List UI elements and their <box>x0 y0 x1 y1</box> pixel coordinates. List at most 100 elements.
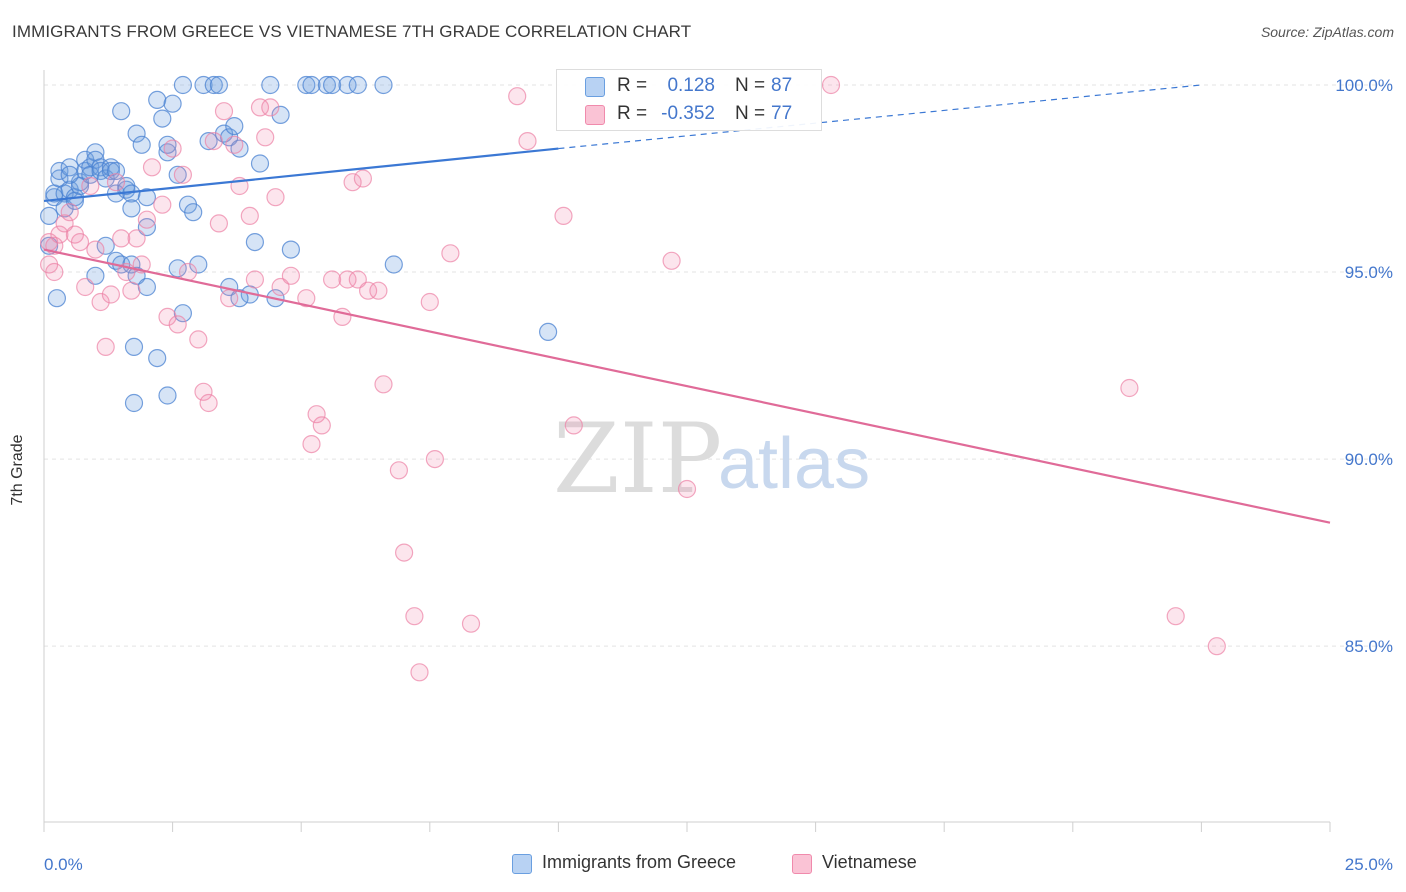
greece-point <box>127 124 146 143</box>
greece-point <box>271 105 290 125</box>
grid-lines <box>44 84 1392 647</box>
vietnamese-point <box>168 315 187 334</box>
greece-point <box>204 75 223 95</box>
y-tick-label: 95.0% <box>1345 263 1393 282</box>
legend-swatch-vietnamese <box>585 105 605 125</box>
vietnamese-point <box>214 102 234 121</box>
greece-point <box>148 349 167 368</box>
x-tick-label-max: 25.0% <box>1345 855 1393 874</box>
greece-point <box>225 116 244 136</box>
vietnamese-point <box>50 225 69 244</box>
legend-n-label: N = <box>735 103 766 124</box>
series-legend-swatch-vietnamese <box>792 854 812 874</box>
legend-r-label: R = <box>617 75 648 96</box>
legend-row-vietnamese: R = -0.352 N = 77 <box>557 100 821 128</box>
greece-point <box>194 75 213 95</box>
vietnamese-point <box>461 614 481 633</box>
vietnamese-point <box>209 214 228 233</box>
series-legend-label-vietnamese: Vietnamese <box>822 852 917 872</box>
greece-point <box>47 289 67 308</box>
vietnamese-point <box>374 375 393 394</box>
greece-point <box>60 165 79 184</box>
vietnamese-point <box>60 203 79 222</box>
vietnamese-point <box>281 266 300 285</box>
vietnamese-point <box>70 233 90 252</box>
greece-point <box>209 75 228 95</box>
vietnamese-point <box>240 206 259 225</box>
vietnamese-point <box>266 188 285 207</box>
y-tick-label: 100.0% <box>1335 76 1393 95</box>
vietnamese-point <box>91 292 110 312</box>
vietnamese-point <box>297 289 316 308</box>
chart-title: IMMIGRANTS FROM GREECE VS VIETNAMESE 7TH… <box>12 22 692 41</box>
vietnamese-point <box>245 270 264 289</box>
vietnamese-point <box>45 262 64 282</box>
greece-point <box>199 132 218 151</box>
vietnamese-point <box>220 289 239 308</box>
greece-point <box>137 277 156 297</box>
greece-point <box>101 161 121 181</box>
y-tick-label: 85.0% <box>1345 637 1393 656</box>
greece-point <box>158 386 177 405</box>
vietnamese-point <box>158 307 177 326</box>
vietnamese-point <box>395 543 414 562</box>
greece-point <box>348 75 367 95</box>
vietnamese-point <box>1207 637 1226 656</box>
y-tick-label: 90.0% <box>1345 450 1393 469</box>
axes <box>43 70 1331 832</box>
greece-point <box>173 304 192 323</box>
greece-point <box>261 75 280 95</box>
legend-r-label: R = <box>617 103 648 124</box>
vietnamese-point <box>420 292 439 312</box>
vietnamese-point <box>153 195 172 214</box>
greece-point <box>317 75 336 95</box>
greece-point <box>384 255 403 274</box>
series-legend-swatch-greece <box>512 854 532 874</box>
vietnamese-point <box>194 382 213 401</box>
vietnamese-point <box>86 240 105 259</box>
vietnamese-point <box>173 165 192 184</box>
x-tick-label-min: 0.0% <box>44 855 83 874</box>
series-legend-label-greece: Immigrants from Greece <box>542 852 737 872</box>
vietnamese-point <box>508 87 527 106</box>
vietnamese-point <box>353 169 372 188</box>
greece-point <box>86 266 105 285</box>
greece-point <box>163 94 182 113</box>
greece-point <box>124 337 144 356</box>
x-tick-labels: 0.0% 25.0% <box>44 855 1393 874</box>
greece-point <box>70 173 90 192</box>
vietnamese-point <box>554 206 573 225</box>
greece-point <box>245 233 264 252</box>
greece-point <box>297 75 316 95</box>
greece-point <box>50 161 69 181</box>
vietnamese-point <box>662 251 681 270</box>
trend-lines <box>43 84 1331 524</box>
vietnamese-point <box>189 330 208 349</box>
vietnamese-point <box>137 210 156 229</box>
greece-point <box>122 199 141 218</box>
vietnamese-point <box>271 277 290 297</box>
vietnamese-point <box>369 281 388 300</box>
greece-point <box>137 218 156 237</box>
watermark-atlas: atlas <box>718 424 870 504</box>
greece-point <box>153 109 172 128</box>
greece-point <box>230 289 249 308</box>
vietnamese-point <box>348 270 367 289</box>
vietnamese-point <box>677 479 697 499</box>
greece-point <box>323 75 342 95</box>
vietnamese-point <box>101 285 121 304</box>
data-points <box>39 75 1226 682</box>
vietnamese-point <box>821 75 841 95</box>
legend-swatch-greece <box>585 77 605 97</box>
greece-point <box>538 322 558 341</box>
vietnamese-point <box>302 435 321 454</box>
vietnamese-point <box>112 229 131 248</box>
vietnamese-point <box>564 416 583 435</box>
vietnamese-point <box>389 461 408 480</box>
vietnamese-point <box>343 173 362 192</box>
vietnamese-point <box>405 607 424 626</box>
greece-point <box>39 206 59 225</box>
vietnamese-point <box>225 135 244 154</box>
vietnamese-point <box>307 405 326 424</box>
